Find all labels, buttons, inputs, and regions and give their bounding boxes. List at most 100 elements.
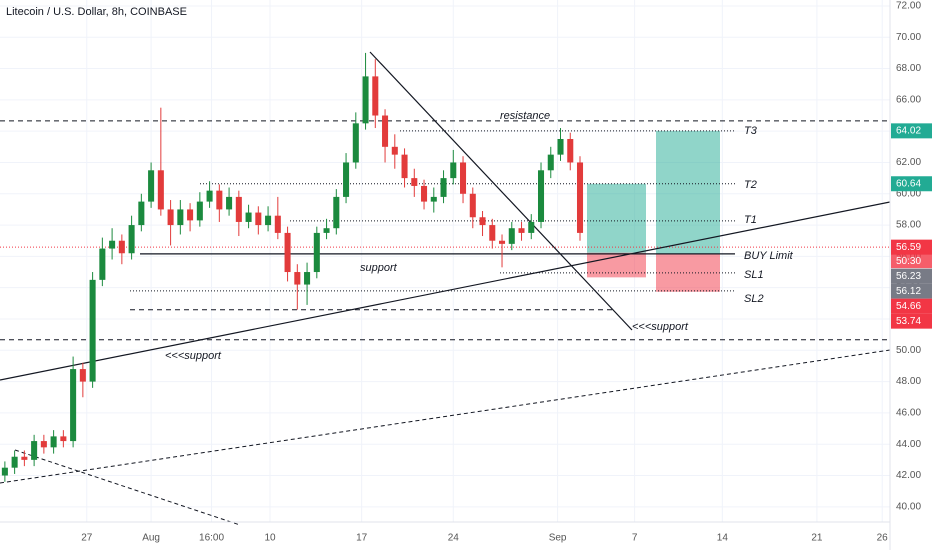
candle-body	[547, 154, 554, 171]
candle-body	[128, 225, 135, 254]
candle-body	[265, 215, 272, 226]
annotation: T3	[744, 125, 758, 137]
x-tick-label: Sep	[549, 533, 567, 544]
candle-body	[245, 212, 252, 222]
target-zone	[587, 183, 646, 253]
x-tick-label: 26	[877, 533, 889, 544]
price-tag-label: 56.23	[896, 271, 921, 282]
price-tag	[891, 123, 932, 139]
candle-body	[557, 138, 564, 155]
candle-body	[362, 76, 369, 124]
y-tick-label: 60.00	[896, 188, 921, 199]
levels	[0, 120, 890, 341]
candle-body	[255, 212, 262, 226]
candle-body	[274, 215, 281, 233]
trendline	[0, 349, 891, 484]
positions	[587, 130, 720, 292]
price-tag-label: 56.59	[896, 242, 921, 253]
annotation: SL1	[744, 269, 764, 281]
annotation: SL2	[744, 293, 764, 305]
candle-body	[391, 146, 398, 155]
price-tag	[891, 239, 932, 255]
candle-body	[284, 232, 291, 273]
candle-body	[216, 190, 223, 210]
candle-body	[109, 240, 116, 249]
candle-body	[177, 209, 184, 226]
x-tick-label: 10	[264, 533, 276, 544]
annotations: resistance support <<<support <<<support T3 T…	[165, 110, 794, 362]
x-tick-label: 27	[81, 533, 93, 544]
candle-body	[99, 248, 106, 280]
candle-body	[460, 162, 467, 194]
y-tick-label: 70.00	[896, 32, 921, 43]
candle-body	[372, 76, 379, 116]
price-tag-label: 56.12	[896, 286, 921, 297]
candle-body	[60, 436, 67, 442]
annotation: resistance	[500, 110, 550, 122]
x-tick-label: 21	[811, 533, 823, 544]
price-tags: 64.02 60.64 56.59 50:30 56.23 56.12 54.66 53.74	[891, 123, 932, 329]
candle-body	[576, 162, 584, 233]
countdown-label: 50:30	[896, 256, 921, 267]
trendline	[369, 51, 633, 331]
annotation: T2	[744, 179, 757, 191]
price-tag	[891, 298, 932, 314]
candle-body	[567, 138, 574, 163]
candle-body	[421, 185, 428, 202]
y-tick-label: 50.00	[896, 345, 921, 356]
price-tag-label: 60.64	[896, 178, 921, 189]
trendline	[14, 449, 241, 526]
candle-body	[528, 221, 535, 233]
candle-body	[450, 162, 457, 179]
candle-body	[40, 441, 47, 448]
price-tag-label: 64.02	[896, 125, 921, 136]
candle-body	[411, 178, 418, 186]
y-tick-label: 46.00	[896, 408, 921, 419]
x-tick-label: 16:00	[199, 533, 224, 544]
candle-body	[343, 162, 350, 197]
candle-body	[89, 279, 96, 382]
candle-body	[187, 209, 194, 221]
candle-body	[294, 272, 301, 285]
candle-body	[226, 196, 233, 210]
y-tick-label: 68.00	[896, 63, 921, 74]
candle-body	[323, 228, 330, 233]
annotation: T1	[744, 214, 757, 226]
y-tick-label: 62.00	[896, 157, 921, 168]
x-tick-label: Aug	[142, 533, 160, 544]
candle-body	[70, 369, 77, 442]
candle-body	[304, 272, 311, 285]
candle-body	[518, 228, 525, 233]
stop-zone	[656, 254, 720, 292]
trendlines	[0, 51, 891, 526]
candle-body	[1, 467, 8, 476]
candle-body	[352, 123, 359, 163]
target-zone	[656, 130, 720, 255]
x-tick-label: 24	[448, 533, 460, 544]
x-tick-label: 7	[632, 533, 638, 544]
annotation: support	[360, 262, 398, 274]
candle-body	[157, 170, 164, 210]
countdown-tag	[891, 254, 932, 269]
candle-body	[313, 232, 320, 273]
candle-body	[196, 201, 203, 221]
annotation: <<<support	[632, 321, 689, 333]
y-tick-label: 44.00	[896, 439, 921, 450]
candle-body	[401, 154, 408, 179]
x-tick-label: 17	[356, 533, 368, 544]
chart-title: Litecoin / U.S. Dollar, 8h, COINBASE	[6, 6, 187, 18]
x-tick-label: 14	[717, 533, 729, 544]
annotation: BUY Limit	[744, 250, 794, 262]
price-tag-label: 54.66	[896, 301, 921, 312]
candle-body	[235, 196, 242, 222]
candle-body	[138, 201, 145, 226]
candle-body	[167, 209, 174, 226]
price-tag	[891, 283, 932, 299]
axis-labels: 40.0042.0044.0046.0048.0050.0052.0054.00…	[81, 1, 921, 544]
candle-body	[118, 240, 125, 254]
candle-body	[333, 196, 340, 229]
candle-body	[469, 193, 476, 218]
y-tick-label: 48.00	[896, 376, 921, 387]
price-tag	[891, 268, 932, 284]
candle-body	[21, 456, 28, 460]
